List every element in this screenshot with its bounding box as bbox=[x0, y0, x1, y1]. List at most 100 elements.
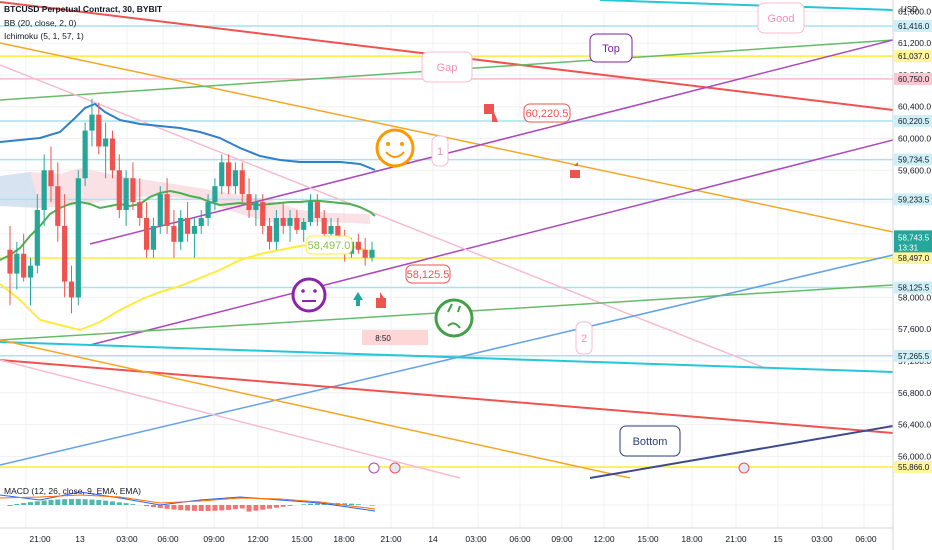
candle bbox=[239, 162, 245, 203]
indicator-ichimoku[interactable]: Ichimoku (5, 1, 57, 1) bbox=[4, 31, 84, 41]
price-label-text: 61,037.0 bbox=[898, 52, 930, 61]
macd-histogram-bar bbox=[287, 505, 293, 506]
callout-bottom-box[interactable] bbox=[619, 425, 681, 457]
macd-histogram-bar bbox=[109, 501, 115, 505]
candle bbox=[75, 170, 81, 306]
candle bbox=[48, 146, 54, 203]
candle bbox=[219, 154, 225, 195]
price-axis-bg bbox=[893, 0, 932, 550]
macd-signal-line bbox=[0, 494, 376, 510]
trend-line[interactable] bbox=[599, 0, 894, 11]
price-label-text: 55,866.0 bbox=[898, 463, 930, 472]
candle bbox=[287, 210, 293, 242]
macd-histogram-bar bbox=[103, 500, 109, 505]
macd-histogram-bar bbox=[246, 505, 252, 512]
candle bbox=[116, 154, 122, 218]
candle-body bbox=[75, 178, 81, 298]
time-tick-label: 03:00 bbox=[116, 534, 138, 544]
trend-line[interactable] bbox=[589, 425, 894, 479]
candle-body bbox=[362, 249, 368, 258]
macd-histogram-bar bbox=[212, 505, 218, 511]
candle bbox=[27, 257, 34, 306]
wave-label-2-box[interactable] bbox=[575, 321, 593, 355]
time-tick-label: 12:00 bbox=[247, 534, 269, 544]
candle-body bbox=[369, 249, 375, 258]
price-label-text: 60,220.5 bbox=[898, 117, 930, 126]
macd-histogram-bar bbox=[355, 504, 361, 505]
dizzy-mouth-icon bbox=[447, 303, 461, 329]
macd-histogram-bar bbox=[349, 503, 355, 505]
candle-body bbox=[321, 217, 327, 234]
indicator-bb[interactable]: BB (20, close, 2, 0) bbox=[4, 18, 77, 28]
smiley-eye-icon bbox=[386, 142, 390, 146]
price-tick-label: 60,400.0 bbox=[898, 102, 931, 112]
callout-good-box[interactable] bbox=[757, 2, 805, 34]
thumbs-up-icon bbox=[570, 162, 580, 178]
candle-body bbox=[27, 265, 34, 278]
macd-histogram-bar bbox=[150, 505, 156, 508]
macd-histogram-bar bbox=[89, 499, 95, 505]
candle-body bbox=[130, 178, 136, 203]
us-flag-event-icon[interactable] bbox=[389, 462, 401, 474]
price-label-bg bbox=[894, 20, 932, 32]
time-tick-label: 21:00 bbox=[380, 534, 402, 544]
callout-top-box[interactable] bbox=[589, 33, 633, 63]
price-label-text: 59,734.5 bbox=[898, 156, 930, 165]
bb-upper-line bbox=[0, 102, 376, 171]
candle bbox=[164, 178, 170, 234]
candle-body bbox=[103, 138, 109, 147]
candle bbox=[184, 202, 191, 242]
trend-line[interactable] bbox=[89, 39, 894, 245]
neutral-eye-icon bbox=[313, 289, 317, 293]
macd-histogram-bar bbox=[191, 505, 197, 511]
trend-line[interactable] bbox=[0, 64, 766, 369]
macd-histogram-bar bbox=[55, 499, 61, 505]
us-flag-event-icon[interactable] bbox=[738, 462, 750, 474]
time-tick-label: 12:00 bbox=[593, 534, 615, 544]
macd-histogram-bar bbox=[280, 505, 286, 507]
timer-box bbox=[362, 330, 428, 345]
time-tick-label: 15:00 bbox=[291, 534, 313, 544]
callout-top-text: Top bbox=[602, 43, 620, 55]
candle-body bbox=[314, 202, 320, 218]
candle bbox=[62, 194, 68, 298]
macd-histogram-bar bbox=[62, 499, 68, 505]
macd-histogram-bar bbox=[75, 499, 81, 505]
callout-gap-box[interactable] bbox=[421, 51, 473, 83]
candle-body bbox=[68, 281, 75, 298]
smiley-eye-icon bbox=[400, 142, 404, 146]
trend-line[interactable] bbox=[0, 359, 461, 479]
time-tick-label: 18:00 bbox=[333, 534, 355, 544]
trend-line[interactable] bbox=[0, 341, 894, 373]
candle-body bbox=[191, 225, 198, 234]
candle bbox=[171, 210, 177, 258]
wave-label-1-text: 1 bbox=[437, 146, 443, 158]
candles bbox=[7, 98, 375, 314]
trend-line[interactable] bbox=[89, 139, 894, 346]
candle bbox=[103, 122, 109, 179]
time-tick-label: 06:00 bbox=[509, 534, 531, 544]
candle-body bbox=[109, 138, 116, 171]
dizzy-face-icon bbox=[434, 298, 474, 338]
macd-histogram-bar bbox=[130, 504, 136, 505]
price-label-text: 59,233.5 bbox=[898, 195, 930, 204]
candle-body bbox=[48, 170, 54, 187]
indicator-macd[interactable]: MACD (12, 26, close, 9, EMA, EMA) bbox=[4, 486, 141, 496]
price-label-bg bbox=[894, 50, 932, 63]
candle-body bbox=[21, 253, 27, 278]
callout-price-top-box[interactable] bbox=[523, 103, 571, 123]
candle-body bbox=[150, 225, 157, 250]
candle bbox=[96, 102, 102, 155]
lightning-event-icon[interactable] bbox=[368, 462, 380, 474]
time-tick-label: 14 bbox=[428, 534, 438, 544]
macd-histogram-bar bbox=[144, 505, 150, 507]
callout-price-mid-box[interactable] bbox=[305, 235, 353, 255]
trend-line[interactable] bbox=[0, 254, 894, 466]
trend-line[interactable] bbox=[0, 339, 631, 479]
callout-price-low-box[interactable] bbox=[405, 264, 451, 284]
candle bbox=[280, 202, 286, 234]
wave-label-1-box[interactable] bbox=[431, 135, 449, 167]
time-tick-label: 06:00 bbox=[157, 534, 179, 544]
